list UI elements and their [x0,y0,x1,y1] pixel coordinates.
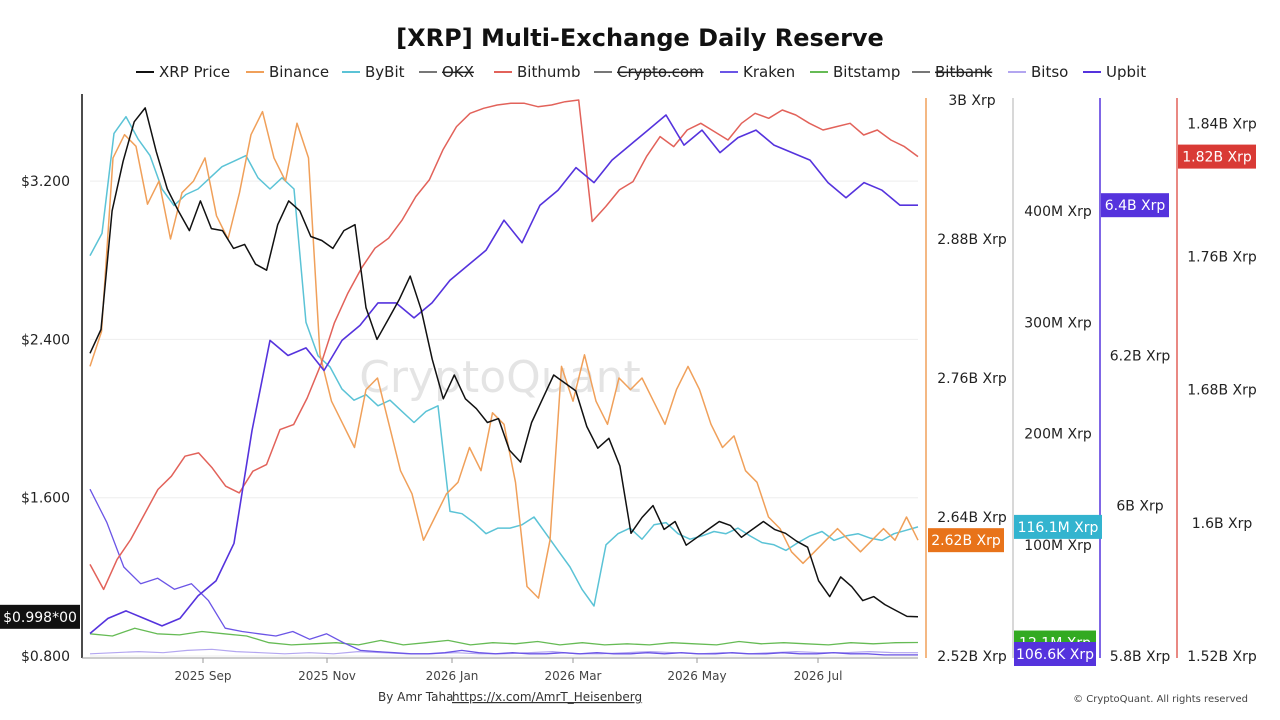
legend-item-bitstamp[interactable]: Bitstamp [810,63,900,81]
footer-author: By Amr Taha [378,690,453,704]
x-tick-label: 2026 Jan [426,669,479,683]
legend-label: Bithumb [517,63,581,81]
price-tick-label: $0.800 [21,649,70,665]
grid [90,180,918,657]
badges-layer: $0.998*00 2.62B Xrp 6.4B Xrp 1.82B Xrp 116.1… [0,144,1256,666]
upbit-current-badge-bg [1101,193,1169,218]
legend-label: Bitstamp [833,63,900,81]
x-tick-label: 2026 Jul [794,669,843,683]
footer-copyright: © CryptoQuant. All rights reserved [1073,694,1248,705]
footer-link[interactable]: https://x.com/AmrT_Heisenberg [452,690,642,704]
bithumb-tick-label: 1.52B Xrp [1187,649,1257,665]
binance-current-badge-bg [928,528,1004,553]
legend-item-upbit[interactable]: Upbit [1083,63,1146,81]
legend-label: Bitso [1031,63,1068,81]
upbit-tick-label: 6B Xrp [1116,499,1163,515]
price-current-badge-text: $0.998*00 [3,610,77,626]
binance-tick-label: 2.88B Xrp [937,232,1007,248]
binance-tick-label: 2.52B Xrp [937,649,1007,665]
bybit-tick-label: 100M Xrp [1024,538,1092,554]
bybit-current-badge: 116.1M Xrp [1014,514,1102,539]
price-tick-label: $2.400 [21,332,70,348]
bithumb-current-badge-text: 1.82B Xrp [1182,150,1252,166]
bithumb-current-badge: 1.82B Xrp [1178,144,1256,169]
binance-tick-label: 2.64B Xrp [937,510,1007,526]
x-tick-label: 2025 Sep [175,669,232,683]
bybit-tick-label: 300M Xrp [1024,315,1092,331]
bithumb-tick-label: 1.6B Xrp [1192,516,1253,532]
binance-current-badge-text: 2.62B Xrp [931,533,1001,549]
kraken-current-badge-text: 106.6K Xrp [1016,647,1094,663]
series-line-bybit [89,115,919,607]
series-line-upbit [89,114,918,635]
series-layer [89,99,919,656]
legend-item-okx[interactable]: OKX [419,63,474,81]
price-tick-label: $1.600 [21,491,70,507]
series-line-price [89,107,919,618]
price-tick-label: $3.200 [21,174,70,190]
binance-tick-label: 3B Xrp [948,93,995,109]
kraken-current-badge: 106.6K Xrp [1014,642,1096,666]
legend-label: Binance [269,63,329,81]
x-tick-label: 2026 May [667,669,726,683]
binance-tick-label: 2.76B Xrp [937,371,1007,387]
x-tick-label: 2026 Mar [545,669,602,683]
price-current-badge-bg [0,604,80,629]
legend-item-bitso[interactable]: Bitso [1008,63,1068,81]
legend-item-kraken[interactable]: Kraken [720,63,795,81]
legend-label: ByBit [365,63,405,81]
price-current-badge: $0.998*00 [0,604,80,629]
legend-item-binance[interactable]: Binance [246,63,329,81]
chart-title: [XRP] Multi-Exchange Daily Reserve [396,24,884,52]
legend-label: Bitbank [935,63,993,81]
bybit-tick-label: 400M Xrp [1024,204,1092,220]
watermark: CryptoQuant [359,352,641,403]
legend-item-bybit[interactable]: ByBit [342,63,405,81]
legend-label: Crypto.com [617,63,704,81]
bybit-current-badge-text: 116.1M Xrp [1018,520,1099,536]
legend-label: OKX [442,63,474,81]
bybit-tick-label: 200M Xrp [1024,427,1092,443]
legend-item-crypto-com[interactable]: Crypto.com [594,63,704,81]
upbit-tick-label: 5.8B Xrp [1110,649,1171,665]
legend-item-xrp-price[interactable]: XRP Price [136,63,230,81]
bithumb-current-badge-bg [1178,144,1256,169]
legend-item-bithumb[interactable]: Bithumb [494,63,581,81]
legend-label: Upbit [1106,63,1146,81]
series-line-kraken [89,488,918,656]
bybit-current-badge-bg [1014,514,1102,539]
upbit-current-badge: 6.4B Xrp [1101,193,1169,218]
binance-current-badge: 2.62B Xrp [928,528,1004,553]
legend-label: XRP Price [159,63,230,81]
bithumb-tick-label: 1.68B Xrp [1187,383,1257,399]
kraken-current-badge-bg [1014,642,1096,666]
x-tick-label: 2025 Nov [298,669,356,683]
legend-label: Kraken [743,63,795,81]
axes-layer: 3B Xrp 2.88B Xrp 2.76B Xrp 2.64B Xrp 2.52B X… [21,93,1257,683]
series-line-bithumb [89,99,919,591]
upbit-current-badge-text: 6.4B Xrp [1105,198,1166,214]
legend-item-bitbank[interactable]: Bitbank [912,63,993,81]
legend: XRP Price Binance ByBit OKX Bithumb Crypto.co… [136,63,1146,81]
bithumb-tick-label: 1.76B Xrp [1187,249,1257,265]
series-line-bitstamp [89,627,919,646]
bithumb-tick-label: 1.84B Xrp [1187,116,1257,132]
upbit-tick-label: 6.2B Xrp [1110,348,1171,364]
